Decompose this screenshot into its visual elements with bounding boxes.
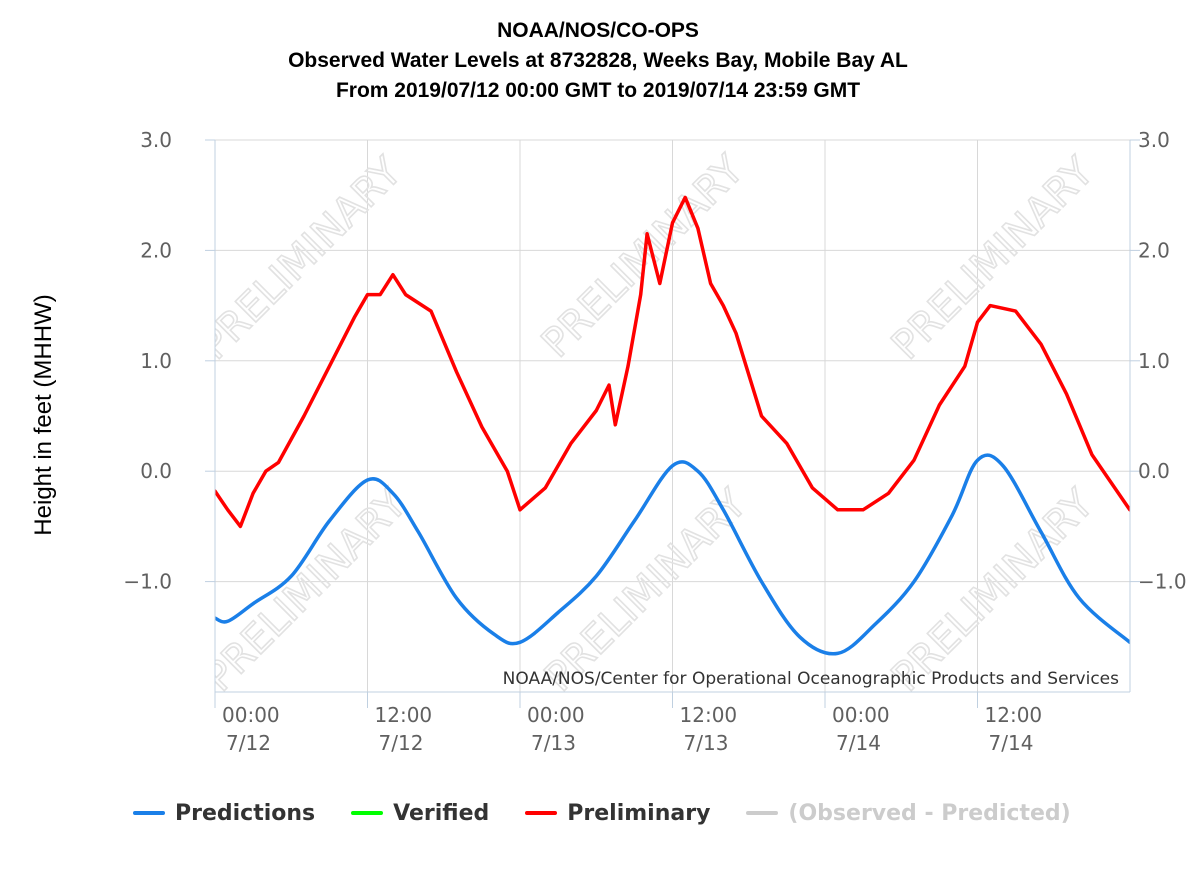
x-tick-label-time: 00:00: [527, 703, 585, 727]
x-tick-label-time: 12:00: [680, 703, 738, 727]
y-tick-label-left: 2.0: [140, 238, 172, 262]
y-tick-label-right: 2.0: [1138, 238, 1170, 262]
legend-label-observed-minus-predicted: (Observed - Predicted): [788, 800, 1071, 826]
legend-label-verified: Verified: [393, 800, 490, 826]
credit-text: NOAA/NOS/Center for Operational Oceanogr…: [503, 669, 1119, 689]
x-tick-label-date: 7/12: [226, 731, 271, 755]
legend-item-preliminary[interactable]: Preliminary: [525, 801, 710, 826]
legend-swatch-verified: [351, 811, 384, 815]
legend-swatch-observed-minus-predicted: [746, 811, 779, 815]
x-tick-label-time: 12:00: [375, 703, 433, 727]
y-tick-label-left: 0.0: [140, 459, 172, 483]
chart-title-line: NOAA/NOS/CO-OPS: [497, 19, 699, 42]
watermark-text: PRELIMINARY: [883, 149, 1103, 369]
x-tick-label-date: 7/13: [531, 731, 576, 755]
y-tick-label-left: 3.0: [140, 128, 172, 152]
series-line-preliminary: [215, 195, 1130, 529]
watermark-text: PRELIMINARY: [536, 481, 756, 701]
x-tick-label-time: 12:00: [985, 703, 1043, 727]
x-tick-label-date: 7/14: [989, 731, 1034, 755]
y-tick-label-right: 3.0: [1138, 128, 1170, 152]
legend-swatch-preliminary: [525, 811, 558, 815]
legend-label-predictions: Predictions: [175, 800, 316, 826]
axes: 3.0 3.0 2.0 2.0 1.0 1.0 0.0 0.0 −1.0 −1.0 00:00 7/1…: [123, 128, 1186, 755]
y-tick-label-left: −1.0: [123, 570, 172, 594]
series-line-predictions: [215, 453, 1130, 656]
legend-swatch-predictions: [133, 811, 165, 815]
x-tick-label-date: 7/14: [836, 731, 881, 755]
chart-subtitle-daterange: From 2019/07/12 00:00 GMT to 2019/07/14 …: [335, 79, 861, 102]
x-tick-label-date: 7/12: [379, 731, 424, 755]
legend-item-verified[interactable]: Verified: [351, 801, 489, 826]
y-tick-label-right: 0.0: [1138, 459, 1170, 483]
watermark-text: PRELIMINARY: [191, 149, 411, 369]
y-tick-label-right: −1.0: [1138, 570, 1187, 594]
legend-label-preliminary: Preliminary: [567, 800, 711, 826]
x-tick-label-time: 00:00: [222, 703, 280, 727]
legend-item-predictions[interactable]: Predictions: [133, 801, 315, 826]
chart-subtitle-station: Observed Water Levels at 8732828, Weeks …: [288, 49, 908, 72]
chart-title: NOAA/NOS/CO-OPS Observed Water Levels at…: [0, 16, 1196, 106]
legend-item-observed-minus-predicted[interactable]: (Observed - Predicted): [746, 800, 1071, 826]
y-tick-label-left: 1.0: [140, 349, 172, 373]
watermark-layer: PRELIMINARY PRELIMINARY PRELIMINARY PRELIMI…: [191, 146, 1104, 701]
series-layer: [215, 195, 1130, 656]
x-tick-label-time: 00:00: [832, 703, 890, 727]
x-tick-label-date: 7/13: [684, 731, 729, 755]
legend: Predictions Verified Preliminary (Observ…: [133, 798, 1107, 828]
y-tick-label-right: 1.0: [1138, 349, 1170, 373]
watermark-text: PRELIMINARY: [883, 481, 1103, 701]
